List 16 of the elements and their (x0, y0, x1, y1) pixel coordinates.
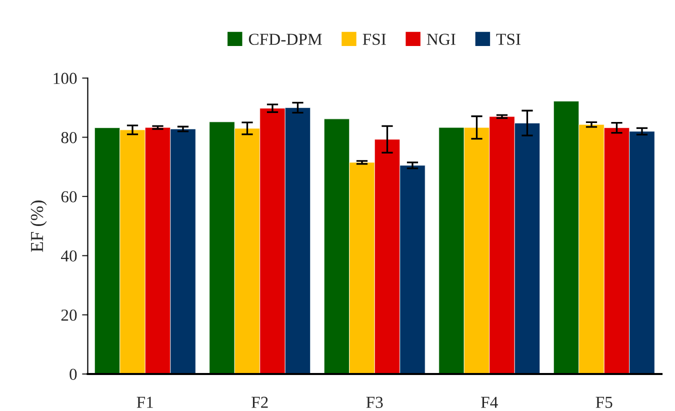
legend-label: CFD-DPM (248, 34, 322, 45)
x-tick-label: F5 (596, 396, 612, 408)
y-tick-label: 100 (54, 72, 77, 84)
y-tick-label: 80 (61, 132, 77, 144)
legend-label: NGI (426, 34, 456, 45)
x-tick-label: F1 (136, 396, 153, 408)
y-tick-label: 20 (61, 310, 77, 321)
x-tick-label: F3 (366, 396, 383, 408)
y-axis-title: EF (%) (30, 200, 47, 252)
legend-label: TSI (496, 34, 520, 45)
y-tick-label: 60 (61, 191, 77, 202)
legend-label: FSI (362, 34, 386, 45)
y-tick-label: 0 (70, 368, 77, 380)
y-tick-label: 40 (60, 250, 77, 262)
x-tick-label: F2 (252, 396, 268, 408)
x-tick-label: F4 (481, 396, 498, 408)
